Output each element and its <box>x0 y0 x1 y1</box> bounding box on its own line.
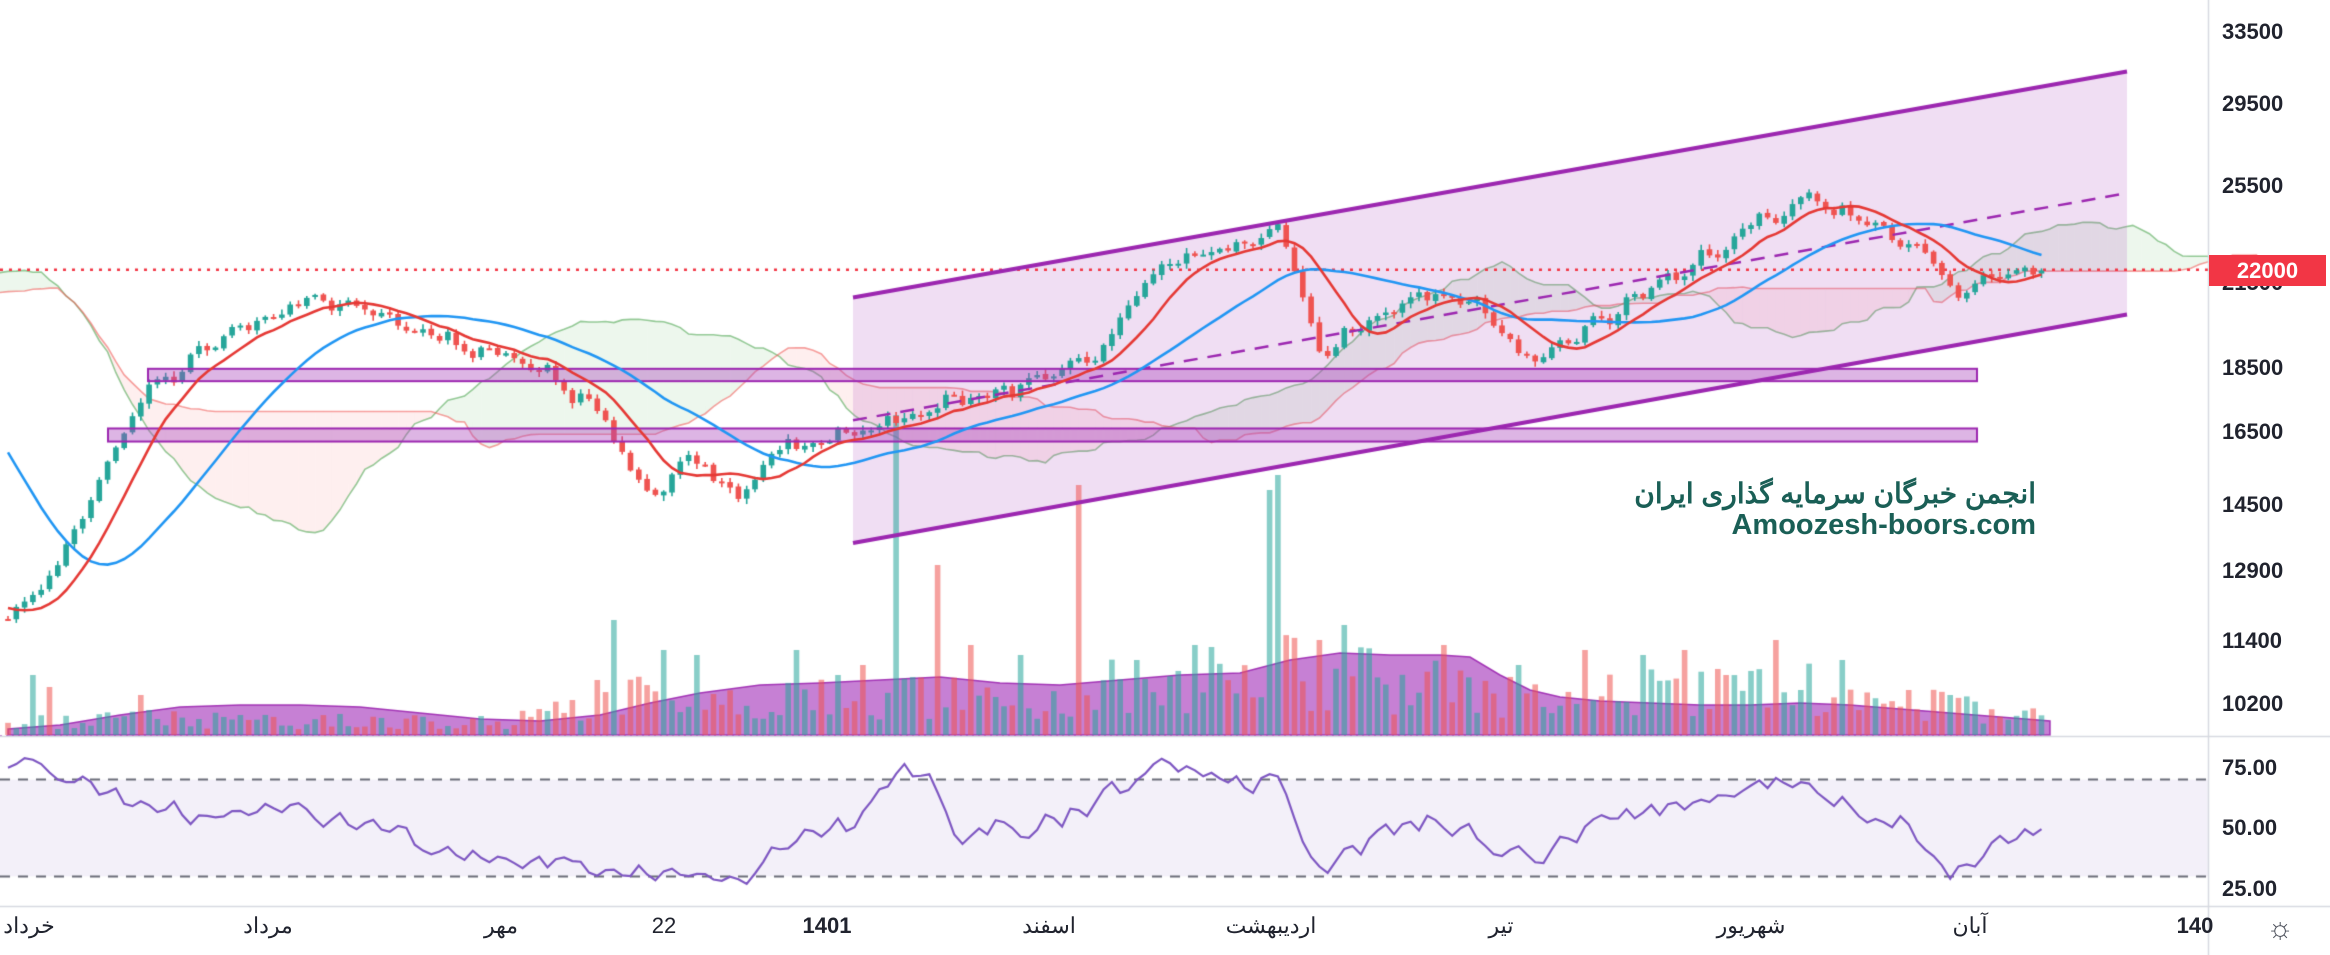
rsi-axis-label: 75.00 <box>2222 754 2278 780</box>
price-axis-label: 10200 <box>2222 690 2284 716</box>
time-axis-label: تیر <box>1488 913 1514 938</box>
time-axis-label: 140 <box>2176 913 2214 938</box>
time-axis-label: اردیبهشت <box>1225 913 1317 938</box>
rsi-axis-label: 50.00 <box>2222 815 2278 840</box>
time-axis-label: مهر <box>483 913 519 938</box>
price-axis-label: 25500 <box>2222 173 2284 199</box>
watermark-line-persian: انجمن خبرگان سرمایه گذاری ایران <box>1634 478 2036 509</box>
time-axis-label: شهریور <box>1716 913 1786 938</box>
time-axis-label: 1401 <box>802 913 852 938</box>
price-axis-label: 18500 <box>2222 354 2284 380</box>
watermark: انجمن خبرگان سرمایه گذاری ایران Amoozesh… <box>1634 478 2036 542</box>
price-axis-label: 11400 <box>2222 628 2282 654</box>
time-axis-label: خرداد <box>3 913 55 938</box>
price-axis-label: 12900 <box>2222 558 2284 584</box>
time-axis-label: مرداد <box>243 913 293 938</box>
rsi-axis-label: 25.00 <box>2222 875 2278 901</box>
price-axis-label: 16500 <box>2222 419 2284 445</box>
price-axis-label: 14500 <box>2222 492 2284 518</box>
price-axis-label: 33500 <box>2222 19 2284 45</box>
price-axis-label: 29500 <box>2222 90 2284 116</box>
last-price-badge: 22000 <box>2209 254 2326 286</box>
theme-sun-icon[interactable]: ☼ <box>2252 906 2308 950</box>
watermark-line-url: Amoozesh-boors.com <box>1731 509 2036 542</box>
time-axis-label: اسفند <box>1022 913 1076 938</box>
time-axis-label: 22 <box>651 913 677 938</box>
time-axis-label: آبان <box>1952 913 1988 938</box>
